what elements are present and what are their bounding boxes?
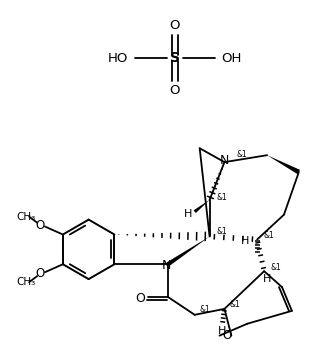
Text: &1: &1 <box>229 301 240 309</box>
Text: H: H <box>241 236 250 246</box>
Text: O: O <box>35 267 45 280</box>
Text: N: N <box>161 259 171 272</box>
Text: &1: &1 <box>237 150 248 159</box>
Text: S: S <box>170 51 180 65</box>
Text: OH: OH <box>221 52 241 64</box>
Text: H: H <box>184 209 192 219</box>
Text: N: N <box>220 154 229 167</box>
Text: H: H <box>263 274 271 284</box>
Text: &1: &1 <box>199 306 210 314</box>
Polygon shape <box>194 200 210 213</box>
Text: H: H <box>218 326 227 336</box>
Text: HO: HO <box>108 52 129 64</box>
Text: &1: &1 <box>216 227 227 236</box>
Polygon shape <box>167 236 210 266</box>
Text: O: O <box>170 19 180 32</box>
Text: O: O <box>223 329 232 342</box>
Text: CH₃: CH₃ <box>17 212 36 222</box>
Text: O: O <box>170 84 180 97</box>
Text: O: O <box>35 219 45 232</box>
Polygon shape <box>267 155 300 174</box>
Text: CH₃: CH₃ <box>17 277 36 287</box>
Text: &1: &1 <box>264 231 274 240</box>
Text: O: O <box>135 292 145 306</box>
Text: &1: &1 <box>271 263 281 272</box>
Text: &1: &1 <box>216 193 227 202</box>
